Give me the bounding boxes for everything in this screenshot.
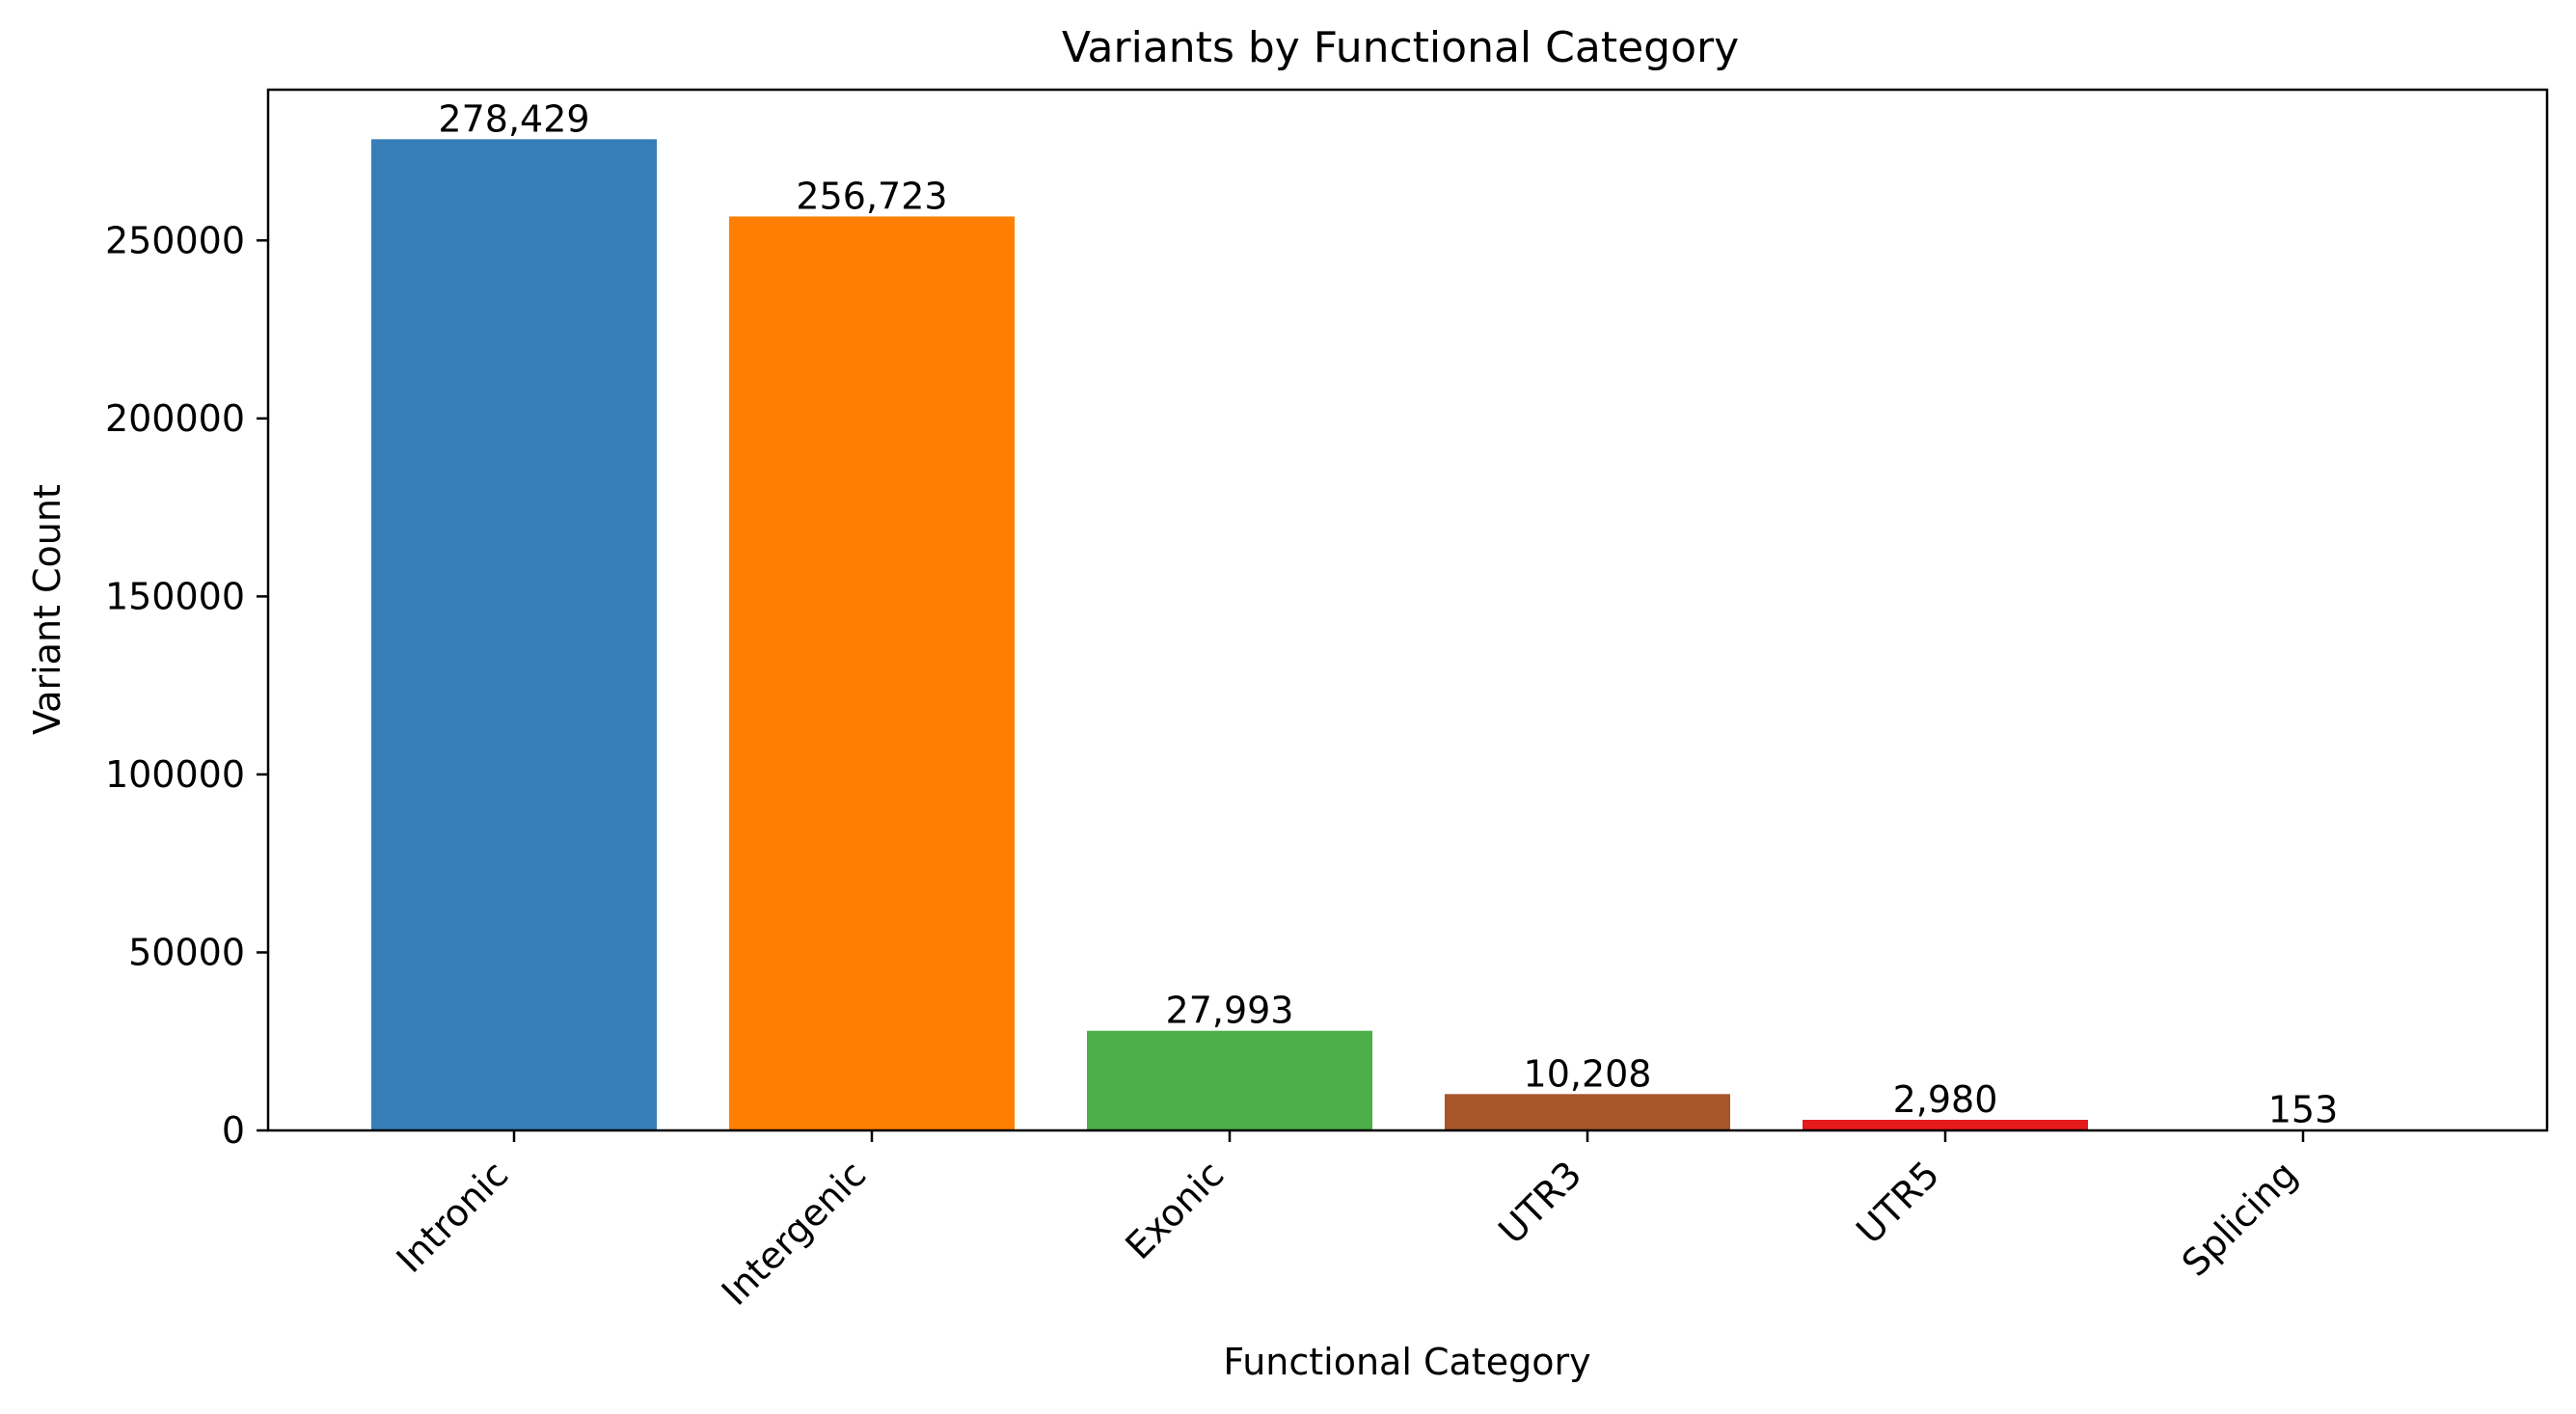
- value-label-splicing: 153: [2268, 1088, 2339, 1130]
- y-axis-label: Variant Count: [26, 484, 68, 735]
- value-label-intronic: 278,429: [438, 97, 589, 140]
- x-axis-label: Functional Category: [1223, 1341, 1590, 1383]
- x-axis-ticks: Intronic Intergenic Exonic UTR3 UTR5 Splicing: [389, 1130, 2305, 1314]
- x-tick-label-utr3: UTR3: [1490, 1153, 1589, 1252]
- x-tick-label-utr5: UTR5: [1848, 1153, 1947, 1252]
- x-tick-label-intronic: Intronic: [389, 1153, 517, 1281]
- bar-intergenic: [729, 216, 1015, 1131]
- bars: 278,429 256,723 27,993 10,208 2,980 153: [371, 97, 2446, 1130]
- bar-utr3: [1445, 1094, 1730, 1130]
- x-tick-label-exonic: Exonic: [1117, 1153, 1232, 1267]
- value-label-intergenic: 256,723: [796, 175, 947, 217]
- bar-exonic: [1087, 1030, 1372, 1130]
- y-tick-label: 250000: [105, 219, 245, 261]
- value-label-utr5: 2,980: [1893, 1078, 1998, 1121]
- y-tick-label: 0: [222, 1109, 245, 1152]
- x-tick-label-intergenic: Intergenic: [714, 1153, 875, 1314]
- bar-intronic: [371, 139, 657, 1130]
- y-tick-label: 200000: [105, 397, 245, 440]
- value-label-utr3: 10,208: [1524, 1052, 1652, 1095]
- x-tick-label-splicing: Splicing: [2174, 1153, 2305, 1284]
- value-label-exonic: 27,993: [1166, 990, 1294, 1032]
- plot-frame: [266, 88, 2549, 1132]
- y-tick-label: 150000: [105, 575, 245, 617]
- y-axis-ticks: 0 50000 100000 150000 200000 250000: [105, 219, 268, 1152]
- chart-title: Variants by Functional Category: [1062, 23, 1739, 72]
- y-tick-label: 100000: [105, 753, 245, 796]
- bar-utr5: [1803, 1120, 2088, 1130]
- y-tick-label: 50000: [128, 931, 245, 973]
